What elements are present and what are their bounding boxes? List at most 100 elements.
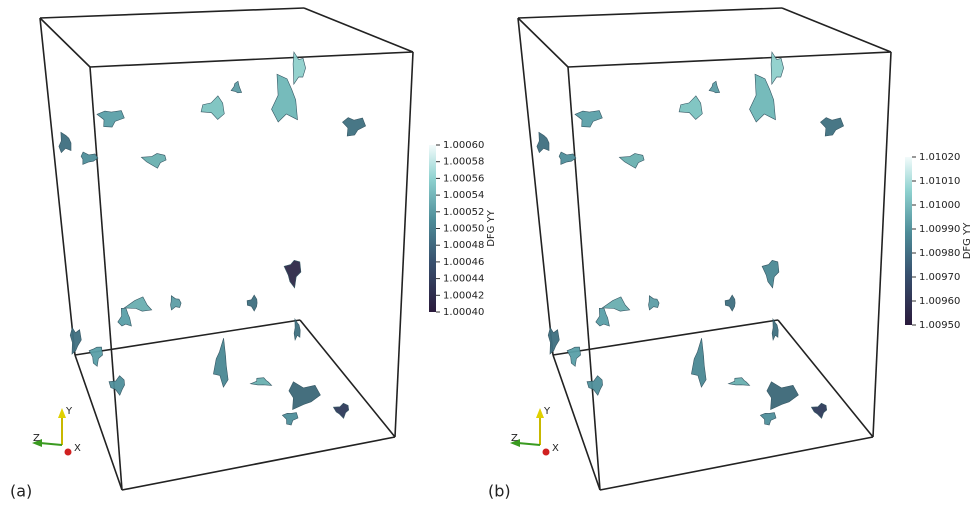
- box-edge: [568, 52, 891, 67]
- axis-y-label: Y: [543, 406, 551, 417]
- grain: [289, 382, 321, 410]
- grain: [59, 132, 71, 152]
- grain: [343, 118, 366, 136]
- box-edge: [873, 52, 891, 437]
- axis-z-arrow: [518, 443, 540, 445]
- colorbar-tick-label: 1.00054: [443, 190, 484, 201]
- grain: [89, 347, 103, 366]
- grain: [537, 132, 549, 152]
- grain: [124, 297, 151, 311]
- colorbar-tick-label: 1.00056: [443, 173, 484, 184]
- colorbar: [905, 157, 912, 325]
- grain: [118, 308, 132, 326]
- colorbar-tick-label: 1.01000: [919, 200, 960, 211]
- panel: Y Z X (b) 1.01020 1.01010 1.01000 1.00990 1.0098…: [488, 8, 973, 501]
- box-edge: [90, 67, 122, 490]
- axis-x-dot: [65, 449, 72, 456]
- grain: [619, 154, 644, 169]
- axis-x-label: X: [74, 443, 81, 454]
- grain: [679, 96, 702, 120]
- grain: [559, 152, 576, 164]
- colorbar-tick-label: 1.00046: [443, 257, 484, 268]
- box-edge: [553, 355, 600, 490]
- grain: [231, 81, 242, 93]
- box-edge: [304, 8, 413, 52]
- grain: [109, 376, 125, 396]
- colorbar-tick-label: 1.01020: [919, 152, 960, 163]
- axis-x-label: X: [552, 443, 559, 454]
- colorbar-tick-label: 1.00970: [919, 272, 960, 283]
- box-edge: [395, 52, 413, 437]
- grain: [772, 319, 778, 340]
- box-edge: [90, 52, 413, 67]
- grain: [760, 413, 776, 425]
- axis-z-label: Z: [511, 433, 518, 444]
- colorbar-tick-label: 1.01010: [919, 176, 960, 187]
- axis-z-arrow: [40, 443, 62, 445]
- grain: [171, 296, 182, 310]
- axis-y-label: Y: [65, 406, 73, 417]
- colorbar-title: DFG YY: [486, 209, 497, 246]
- box-edge: [40, 18, 90, 67]
- colorbar-tick-label: 1.00960: [919, 296, 960, 307]
- grain: [691, 338, 706, 387]
- box-edge: [518, 18, 553, 355]
- grain: [141, 154, 166, 169]
- colorbar-tick-label: 1.00050: [443, 224, 484, 235]
- axis-y-head: [58, 408, 66, 418]
- grain: [284, 260, 301, 288]
- grain: [725, 295, 735, 311]
- axis-y-head: [536, 408, 544, 418]
- colorbar-tick-label: 1.00048: [443, 240, 484, 251]
- colorbar-tick-label: 1.00052: [443, 207, 484, 218]
- grain: [81, 152, 98, 164]
- grain: [70, 328, 81, 354]
- box-edge: [75, 355, 122, 490]
- panel-label: (b): [488, 482, 511, 501]
- grain: [729, 378, 750, 386]
- grain: [821, 118, 844, 136]
- colorbar-tick-label: 1.00040: [443, 307, 484, 318]
- grain: [587, 376, 603, 396]
- box-edge: [600, 437, 873, 490]
- grain: [333, 403, 348, 418]
- box-edge: [778, 320, 873, 437]
- box-edge: [40, 8, 304, 18]
- colorbar-tick-label: 1.00990: [919, 224, 960, 235]
- grain: [247, 295, 257, 311]
- grain: [811, 403, 826, 418]
- axis-x-dot: [543, 449, 550, 456]
- box-edge: [300, 320, 395, 437]
- grain: [97, 111, 124, 128]
- grain: [567, 347, 581, 366]
- grain: [767, 382, 799, 410]
- grain: [649, 296, 660, 310]
- grain: [762, 260, 779, 288]
- box-edge: [568, 67, 600, 490]
- grain: [282, 413, 298, 425]
- grain: [575, 111, 602, 128]
- box-edge: [518, 8, 782, 18]
- colorbar-tick-label: 1.00060: [443, 140, 484, 151]
- colorbar: [429, 145, 436, 312]
- colorbar-title: DFG YY: [962, 222, 973, 259]
- box-edge: [518, 18, 568, 67]
- figure: Y Z X (a) 1.00060 1.00058 1.00056 1.00054 1.0005…: [0, 0, 976, 505]
- colorbar-tick-label: 1.00058: [443, 157, 484, 168]
- grain: [213, 338, 228, 387]
- colorbar-tick-label: 1.00950: [919, 320, 960, 331]
- axis-z-label: Z: [33, 433, 40, 444]
- grain: [602, 297, 629, 311]
- grain: [548, 328, 559, 354]
- box-edge: [40, 18, 75, 355]
- grain: [709, 81, 720, 93]
- box-edge: [782, 8, 891, 52]
- box-edge: [122, 437, 395, 490]
- colorbar-tick-label: 1.00042: [443, 290, 484, 301]
- grain: [201, 96, 224, 120]
- grain: [251, 378, 272, 386]
- panel-label: (a): [10, 482, 32, 501]
- grain: [294, 319, 300, 340]
- colorbar-tick-label: 1.00980: [919, 248, 960, 259]
- panel: Y Z X (a) 1.00060 1.00058 1.00056 1.00054 1.0005…: [10, 8, 497, 501]
